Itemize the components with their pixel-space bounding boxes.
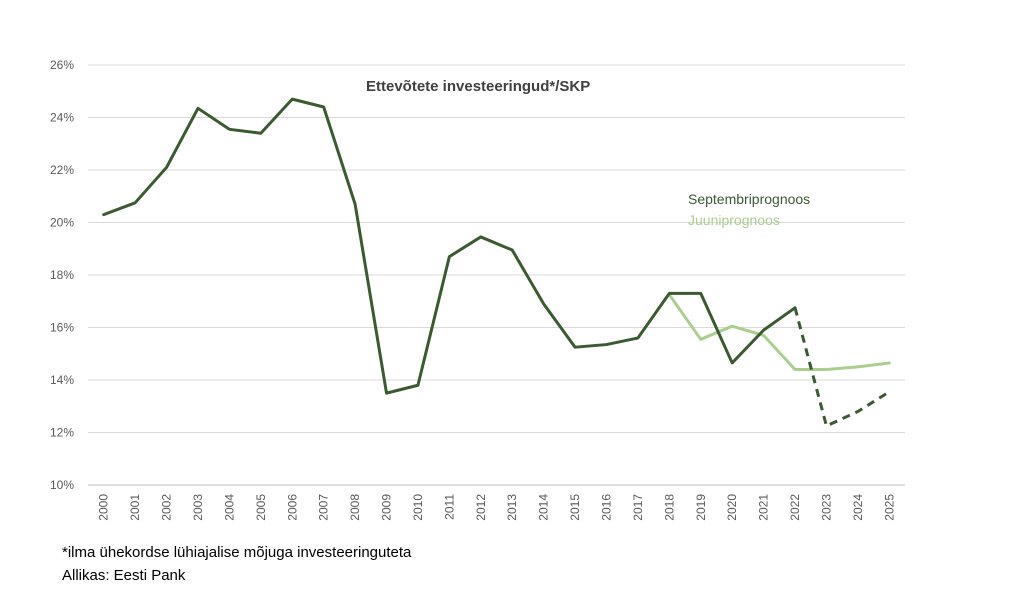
y-tick-label: 10% <box>50 478 74 492</box>
x-tick-label: 2002 <box>160 494 174 521</box>
x-tick-label: 2014 <box>537 494 551 521</box>
legend-entry-septembriprognoos: Septembriprognoos <box>688 191 811 207</box>
x-tick-label: 2012 <box>474 494 488 521</box>
x-tick-label: 2023 <box>819 494 833 521</box>
x-tick-label: 2017 <box>631 494 645 521</box>
y-tick-label: 18% <box>50 268 74 282</box>
x-tick-label: 2020 <box>725 494 739 521</box>
x-tick-label: 2022 <box>788 494 802 521</box>
x-tick-label: 2009 <box>380 494 394 521</box>
x-tick-label: 2000 <box>97 494 111 521</box>
x-tick-label: 2024 <box>851 494 865 521</box>
x-tick-label: 2010 <box>411 494 425 521</box>
x-tick-label: 2005 <box>254 494 268 521</box>
x-tick-label: 2008 <box>348 494 362 521</box>
gridlines <box>88 64 905 486</box>
x-tick-label: 2006 <box>285 494 299 521</box>
x-tick-label: 2004 <box>222 494 236 521</box>
legend-entry-juuniprognoos: Juuniprognoos <box>688 212 780 228</box>
x-tick-label: 2018 <box>662 494 676 521</box>
x-tick-label: 2003 <box>191 494 205 521</box>
footnote: *ilma ühekordse lühiajalise mõjuga inves… <box>62 544 412 561</box>
axes: 10% 12% 14% 16% 18% 20% 22% 24% 26% 2000 2001 2002 2… <box>50 58 896 521</box>
x-tick-label: 2007 <box>317 494 331 521</box>
y-tick-label: 14% <box>50 373 74 387</box>
y-tick-label: 20% <box>50 216 74 230</box>
y-tick-label: 24% <box>50 111 74 125</box>
x-tick-label: 2019 <box>694 494 708 521</box>
y-tick-label: 12% <box>50 426 74 440</box>
series-line-septembriprognoos <box>102 97 797 395</box>
series-line-septembriprognoos-forecast <box>793 307 891 428</box>
y-tick-label: 22% <box>50 163 74 177</box>
x-tick-label: 2021 <box>757 494 771 521</box>
series-line-juuniprognoos <box>667 293 891 371</box>
source-note: Allikas: Eesti Pank <box>62 567 186 584</box>
series <box>102 97 891 428</box>
chart-title: Ettevõtete investeeringud*/SKP <box>366 78 591 95</box>
x-tick-label: 2013 <box>505 494 519 521</box>
x-tick-label: 2015 <box>568 494 582 521</box>
x-tick-label: 2011 <box>442 494 456 520</box>
y-tick-label: 16% <box>50 321 74 335</box>
x-tick-label: 2025 <box>882 494 896 521</box>
y-tick-label: 26% <box>50 58 74 72</box>
x-tick-label: 2001 <box>128 494 142 521</box>
x-tick-label: 2016 <box>599 494 613 521</box>
